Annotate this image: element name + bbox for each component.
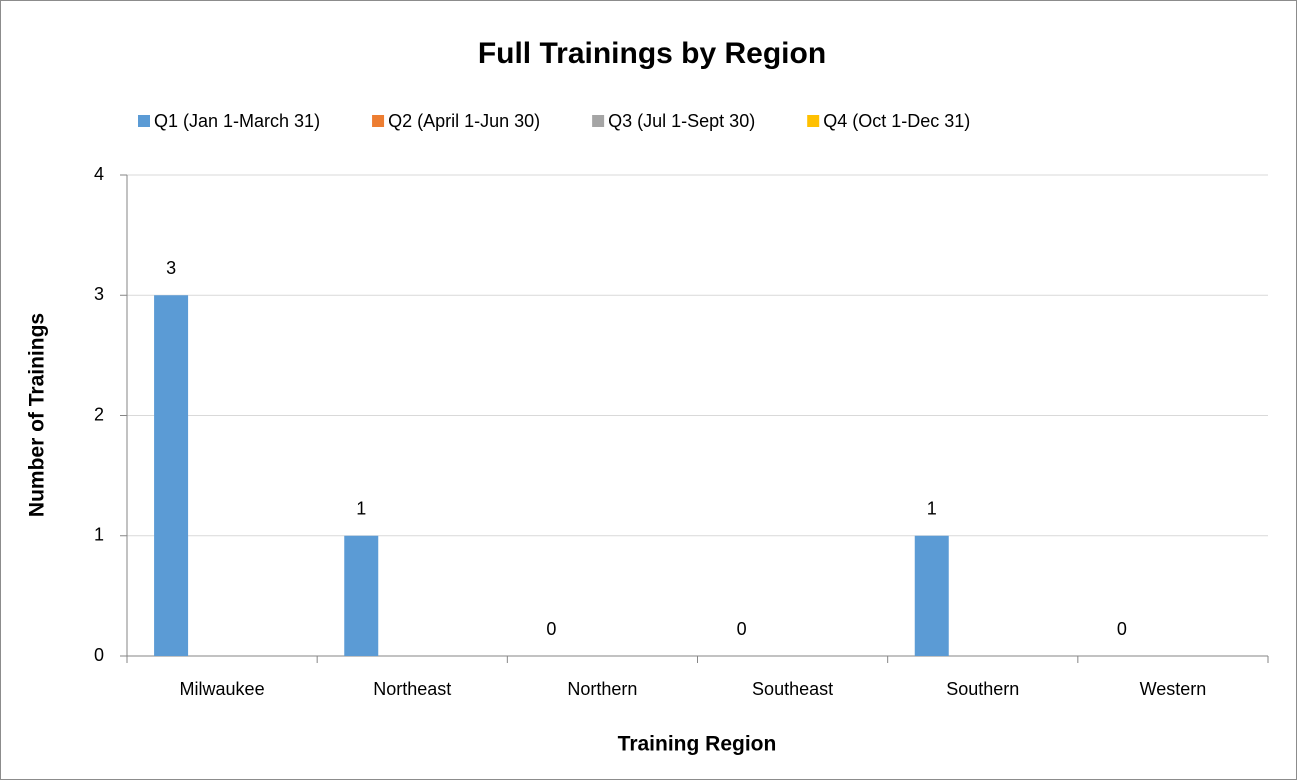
x-tick-label: Northeast <box>373 679 451 699</box>
chart-title: Full Trainings by Region <box>478 37 826 70</box>
data-label: 0 <box>546 619 556 639</box>
legend-label: Q1 (Jan 1-March 31) <box>154 111 320 131</box>
y-tick-label: 0 <box>94 645 104 665</box>
x-tick-label: Western <box>1140 679 1207 699</box>
bar <box>154 295 189 656</box>
y-tick-label: 2 <box>94 404 104 424</box>
legend-label: Q4 (Oct 1-Dec 31) <box>823 111 970 131</box>
y-axis-label: Number of Trainings <box>26 313 49 517</box>
data-label: 0 <box>737 619 747 639</box>
x-tick-label: Northern <box>567 679 637 699</box>
data-label: 0 <box>1117 619 1127 639</box>
legend-swatch <box>807 115 820 127</box>
data-label: 1 <box>356 499 366 519</box>
x-axis-label: Training Region <box>618 733 777 756</box>
x-tick-label: Milwaukee <box>180 679 265 699</box>
legend-swatch <box>592 115 605 127</box>
bar <box>344 535 379 656</box>
y-tick-label: 4 <box>94 164 104 184</box>
legend-label: Q3 (Jul 1-Sept 30) <box>608 111 755 131</box>
bar <box>914 535 949 656</box>
legend-label: Q2 (April 1-Jun 30) <box>388 111 540 131</box>
legend-swatch <box>372 115 385 127</box>
y-tick-label: 1 <box>94 525 104 545</box>
x-tick-label: Southeast <box>752 679 833 699</box>
data-label: 3 <box>166 258 176 278</box>
x-tick-label: Southern <box>946 679 1019 699</box>
data-label: 1 <box>927 499 937 519</box>
y-tick-label: 3 <box>94 284 104 304</box>
legend-swatch <box>138 115 150 127</box>
